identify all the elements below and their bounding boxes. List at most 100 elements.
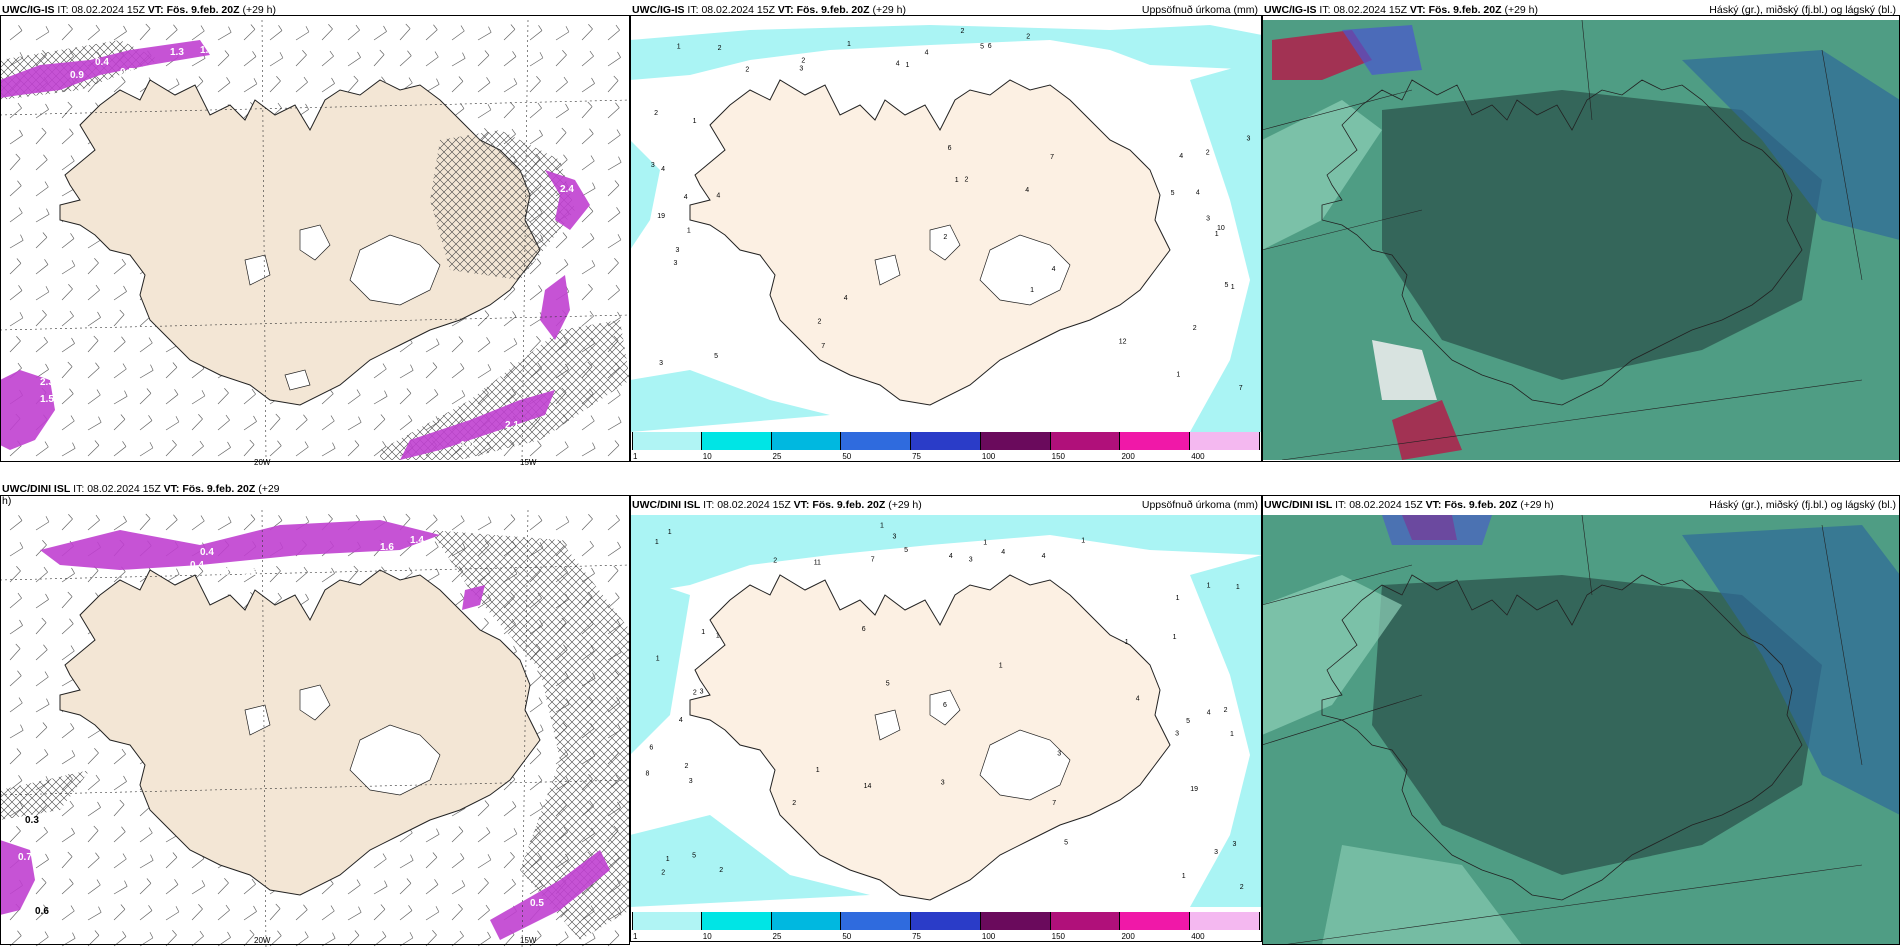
wind-barb (9, 102, 22, 119)
precip-value: 3 (799, 65, 803, 72)
precip-value: 1 (656, 656, 660, 663)
wind-barb (191, 515, 205, 531)
wind-barb (555, 26, 570, 41)
cloud-low-dark (1382, 90, 1822, 380)
precip-value: 3 (689, 778, 693, 785)
wind-barb (35, 154, 48, 171)
wind-barb (165, 879, 179, 895)
wind-barb (607, 541, 621, 557)
lead-time: (+29 h) (1504, 4, 1539, 16)
wind-barb (191, 440, 204, 457)
wind-barb (9, 592, 22, 609)
precip-value: 2 (818, 318, 822, 325)
wind-barb (581, 284, 593, 301)
panel-igis-wind: UWC/IG-IS IT: 08.02.2024 15Z VT: Fös. 9.… (0, 0, 630, 470)
precip-value: 5 (1186, 718, 1190, 725)
cloud-light (1262, 100, 1382, 250)
wind-barb (87, 335, 99, 353)
precip-value: 1 (1230, 731, 1234, 738)
wind-barb (555, 76, 568, 93)
wind-barb (607, 75, 619, 93)
lon-label-20w: 20W (254, 936, 271, 945)
wind-barb (9, 25, 23, 41)
glacier-myrdalsjokull (284, 369, 311, 391)
wind-barb (139, 364, 154, 379)
wind-barb (61, 645, 75, 661)
wind-barb (243, 51, 257, 67)
precip-value: 4 (684, 194, 688, 201)
wind-barb (113, 826, 126, 843)
wind-barb (269, 440, 282, 457)
wind-barb (139, 513, 151, 531)
precip-value: 1 (655, 539, 659, 546)
wind-barb (35, 127, 47, 145)
model-name: UWC/IG-IS (2, 4, 55, 16)
wind-barb (61, 905, 75, 921)
wind-barb (87, 24, 100, 41)
lon-label-15w: 15W (520, 936, 537, 945)
wind-barb (35, 232, 48, 249)
precip-value: 4 (949, 553, 953, 560)
wind-barb (243, 439, 255, 457)
wind-barb (529, 258, 542, 275)
wind-barb (217, 26, 232, 41)
wind-barb (217, 441, 231, 457)
wind-barb (61, 723, 75, 739)
colorbar-tick: 25 (772, 452, 782, 461)
wind-barb (139, 878, 152, 895)
wind-barb (35, 749, 49, 765)
wind-barb (451, 880, 466, 895)
wind-barb (139, 337, 153, 353)
wind-barb (607, 51, 621, 67)
colorbar-cell (1190, 912, 1260, 930)
precip-values: 1131126131431111433234316243611385112111… (646, 522, 1244, 891)
colorbar-cell (911, 912, 981, 930)
wind-barb (243, 514, 256, 531)
cloud-blue (1682, 50, 1900, 240)
wind-barb (9, 697, 23, 713)
wind-barb (61, 514, 73, 531)
valid-time: Fös. 9.feb. 20Z (796, 4, 870, 16)
colorbar-cell (771, 912, 842, 930)
wind-barb (477, 337, 491, 353)
wind-barb (35, 516, 50, 531)
panel-field-title: Uppsöfnuð úrkoma (mm) (1141, 4, 1258, 16)
colorbar-cell (771, 432, 842, 450)
lon-label-15w: 15W (520, 458, 537, 467)
precip-value: 2 (961, 28, 965, 35)
wind-barb (191, 390, 206, 405)
svg-text:0.3: 0.3 (25, 815, 39, 826)
panel-header: UWC/DINI ISL IT: 08.02.2024 15Z VT: Fös.… (630, 495, 1262, 515)
wind-barb (581, 442, 596, 457)
cloud-light (1262, 575, 1402, 735)
precip-value: 1 (999, 663, 1003, 670)
precip-value: 6 (862, 626, 866, 633)
wind-barb (373, 414, 386, 431)
precip-value: 1 (1207, 583, 1211, 590)
glacier-hofsjokull (874, 709, 901, 741)
precip-value: 2 (1026, 33, 1030, 40)
wind-barb (35, 259, 49, 275)
precip-area-n (630, 515, 1262, 595)
svg-text:0.5: 0.5 (120, 67, 134, 78)
glacier-langjokull (299, 224, 331, 261)
wind-barb (165, 440, 177, 457)
precip-map: 4432521221212233422441131613615424347275… (630, 20, 1262, 432)
iceland-land (689, 574, 1171, 901)
precip-value: 4 (896, 61, 900, 68)
colorbar-tick: 100 (981, 932, 996, 941)
wind-barb (347, 440, 360, 457)
colorbar-tick: 50 (842, 932, 852, 941)
precip-value: 2 (661, 870, 665, 877)
wind-barb (139, 415, 153, 431)
wind-barb (503, 338, 518, 353)
wind-barb (581, 206, 594, 223)
wind-barb (399, 878, 412, 895)
wind-barb (61, 101, 73, 119)
wind-barb (529, 102, 542, 119)
cloud-map (1262, 20, 1900, 460)
lead-time-wrap: h) (2, 495, 12, 507)
wind-barb (35, 904, 48, 921)
wind-barb (581, 260, 596, 275)
colorbar-cell (1050, 912, 1121, 930)
